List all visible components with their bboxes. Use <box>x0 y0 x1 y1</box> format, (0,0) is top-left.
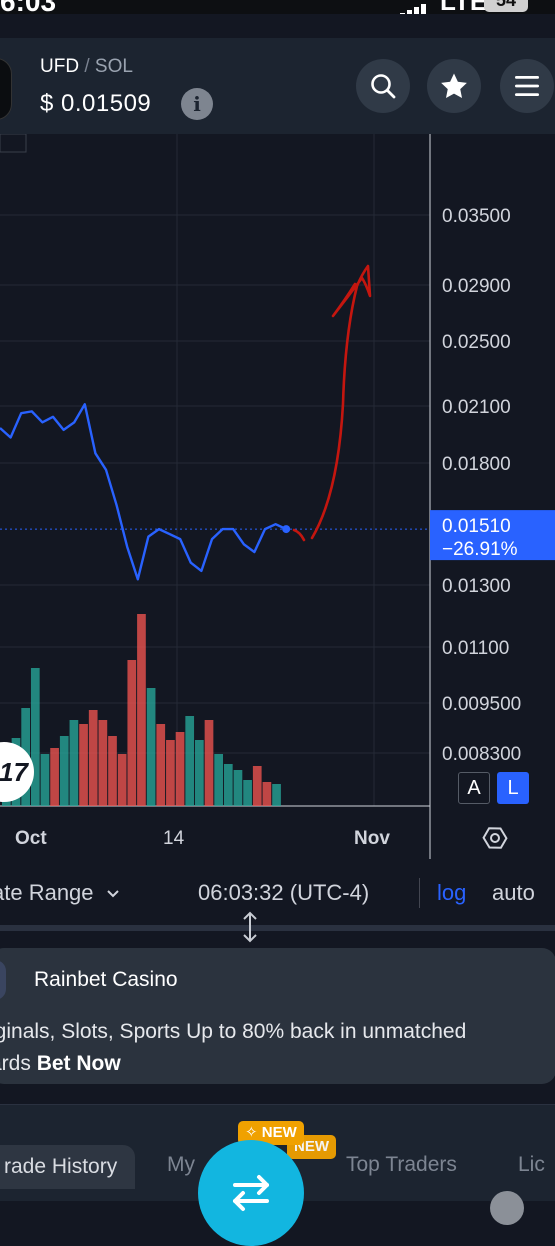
pair-quote: SOL <box>94 56 133 77</box>
token-price: $ 0.01509 <box>40 90 152 117</box>
volume-bar <box>223 764 233 806</box>
status-bar: 6:03 LTE 54 <box>0 0 555 14</box>
info-icon[interactable]: i <box>181 88 213 120</box>
volume-bar <box>252 766 262 806</box>
auto-toggle[interactable]: auto <box>492 880 535 905</box>
ad-body-line-2: ards Bet Now <box>0 1048 550 1080</box>
price-chart[interactable]: 0.03500 0.02900 0.02500 0.02100 0.01800 0.013… <box>0 134 555 859</box>
volume-bar <box>88 710 98 806</box>
auto-scale-button[interactable]: A <box>458 772 490 804</box>
y-axis-label: 0.02100 <box>442 397 511 418</box>
tab-my[interactable]: My <box>167 1153 195 1176</box>
price-line-path <box>0 403 287 581</box>
volume-bar <box>156 724 166 806</box>
status-time: 6:03 <box>0 0 56 14</box>
ad-banner[interactable]: Rainbet Casino iginals, Slots, Sports Up… <box>0 948 555 1084</box>
volume-bar <box>272 784 281 806</box>
pair-separator: / <box>84 56 90 77</box>
volume-bar <box>79 724 88 806</box>
log-scale-button[interactable]: L <box>497 772 529 804</box>
chart-legend-box <box>0 134 27 153</box>
current-change-label: −26.91% <box>442 539 518 560</box>
pair-base: UFD <box>40 56 80 77</box>
volume-bar <box>108 736 117 806</box>
y-axis-label: 0.01300 <box>442 576 511 597</box>
star-icon <box>441 73 467 98</box>
log-toggle[interactable]: log <box>437 880 467 905</box>
battery-icon: 54 <box>484 0 528 12</box>
signal-icon <box>400 0 428 14</box>
ad-body-line-1: iginals, Slots, Sports Up to 80% back in… <box>0 1020 467 1043</box>
y-axis-label: 0.03500 <box>442 206 511 227</box>
search-icon <box>371 74 396 99</box>
token-avatar[interactable] <box>0 58 12 120</box>
volume-bars <box>2 614 281 806</box>
date-range-label: ate Range <box>0 880 94 905</box>
volume-bar <box>127 660 137 806</box>
ad-cta-link[interactable]: Bet Now <box>36 1052 121 1075</box>
swap-arrows-icon <box>233 1175 269 1211</box>
volume-bar <box>233 770 243 806</box>
volume-bar <box>98 720 108 806</box>
ad-title: Rainbet Casino <box>34 968 178 991</box>
volume-bar <box>195 740 204 806</box>
y-axis-label: 0.02500 <box>442 332 511 353</box>
y-axis: 0.03500 0.02900 0.02500 0.02100 0.01800 0.013… <box>430 206 555 765</box>
chart-settings-icon[interactable] <box>481 824 509 852</box>
ad-body: iginals, Slots, Sports Up to 80% back in… <box>0 1016 550 1080</box>
volume-bar <box>117 754 127 806</box>
search-button[interactable] <box>356 59 410 113</box>
pair-name: UFD / SOL <box>40 56 133 78</box>
tab-liquidity[interactable]: Lic <box>518 1153 545 1176</box>
y-axis-label: 0.009500 <box>442 694 521 715</box>
volume-bar <box>30 668 40 806</box>
volume-bar <box>185 716 195 806</box>
volume-bar <box>243 780 252 806</box>
chart-canvas[interactable]: 0.03500 0.02900 0.02500 0.02100 0.01800 0.013… <box>0 134 555 859</box>
chart-clock[interactable]: 06:03:32 (UTC-4) <box>198 880 370 905</box>
x-axis: Oct 14 Nov <box>15 828 390 849</box>
volume-bar <box>69 720 79 806</box>
network-type: LTE <box>440 0 487 14</box>
tab-trade-history[interactable]: rade History <box>0 1145 136 1189</box>
volume-bar <box>214 754 223 806</box>
volume-bar <box>146 688 156 806</box>
menu-button[interactable] <box>500 59 554 113</box>
volume-bar <box>262 782 272 806</box>
chart-toolbar: ate Range 06:03:32 (UTC-4) log auto <box>0 866 555 922</box>
resize-handle-icon[interactable] <box>240 910 260 944</box>
tab-top-traders[interactable]: Top Traders <box>346 1153 457 1176</box>
new-badge: ✧ NEW <box>238 1121 304 1145</box>
volume-bar <box>175 732 185 806</box>
volume-bar <box>137 614 146 806</box>
y-axis-label: 0.01800 <box>442 454 511 475</box>
swap-button[interactable] <box>198 1140 304 1246</box>
y-axis-label: 0.008300 <box>442 744 521 765</box>
volume-bar <box>166 740 175 806</box>
volume-bar <box>50 748 59 806</box>
current-price-label: 0.01510 <box>442 516 511 537</box>
volume-bar <box>204 720 214 806</box>
y-axis-label: 0.01100 <box>442 638 509 659</box>
x-axis-label: Oct <box>15 828 47 849</box>
new-badge-label: NEW <box>261 1124 297 1141</box>
date-range-dropdown[interactable]: ate Range <box>0 880 120 906</box>
price-line <box>0 403 430 581</box>
current-price-tag <box>430 510 555 561</box>
x-axis-label: 14 <box>163 828 185 849</box>
chevron-down-icon <box>106 890 119 898</box>
overflow-icon[interactable] <box>490 1191 524 1225</box>
panel-splitter[interactable] <box>0 925 555 931</box>
drawing-annotation <box>292 264 372 542</box>
favorite-button[interactable] <box>427 59 481 113</box>
volume-bar <box>59 736 69 806</box>
menu-icon <box>515 76 539 96</box>
toolbar-divider <box>419 878 420 908</box>
volume-bar <box>40 754 50 806</box>
y-axis-label: 0.02900 <box>442 276 511 297</box>
x-axis-label: Nov <box>354 828 390 849</box>
sparkle-icon: ✧ <box>245 1124 258 1141</box>
ad-body-line-2-prefix: ards <box>0 1052 31 1075</box>
ad-logo <box>0 960 6 1000</box>
